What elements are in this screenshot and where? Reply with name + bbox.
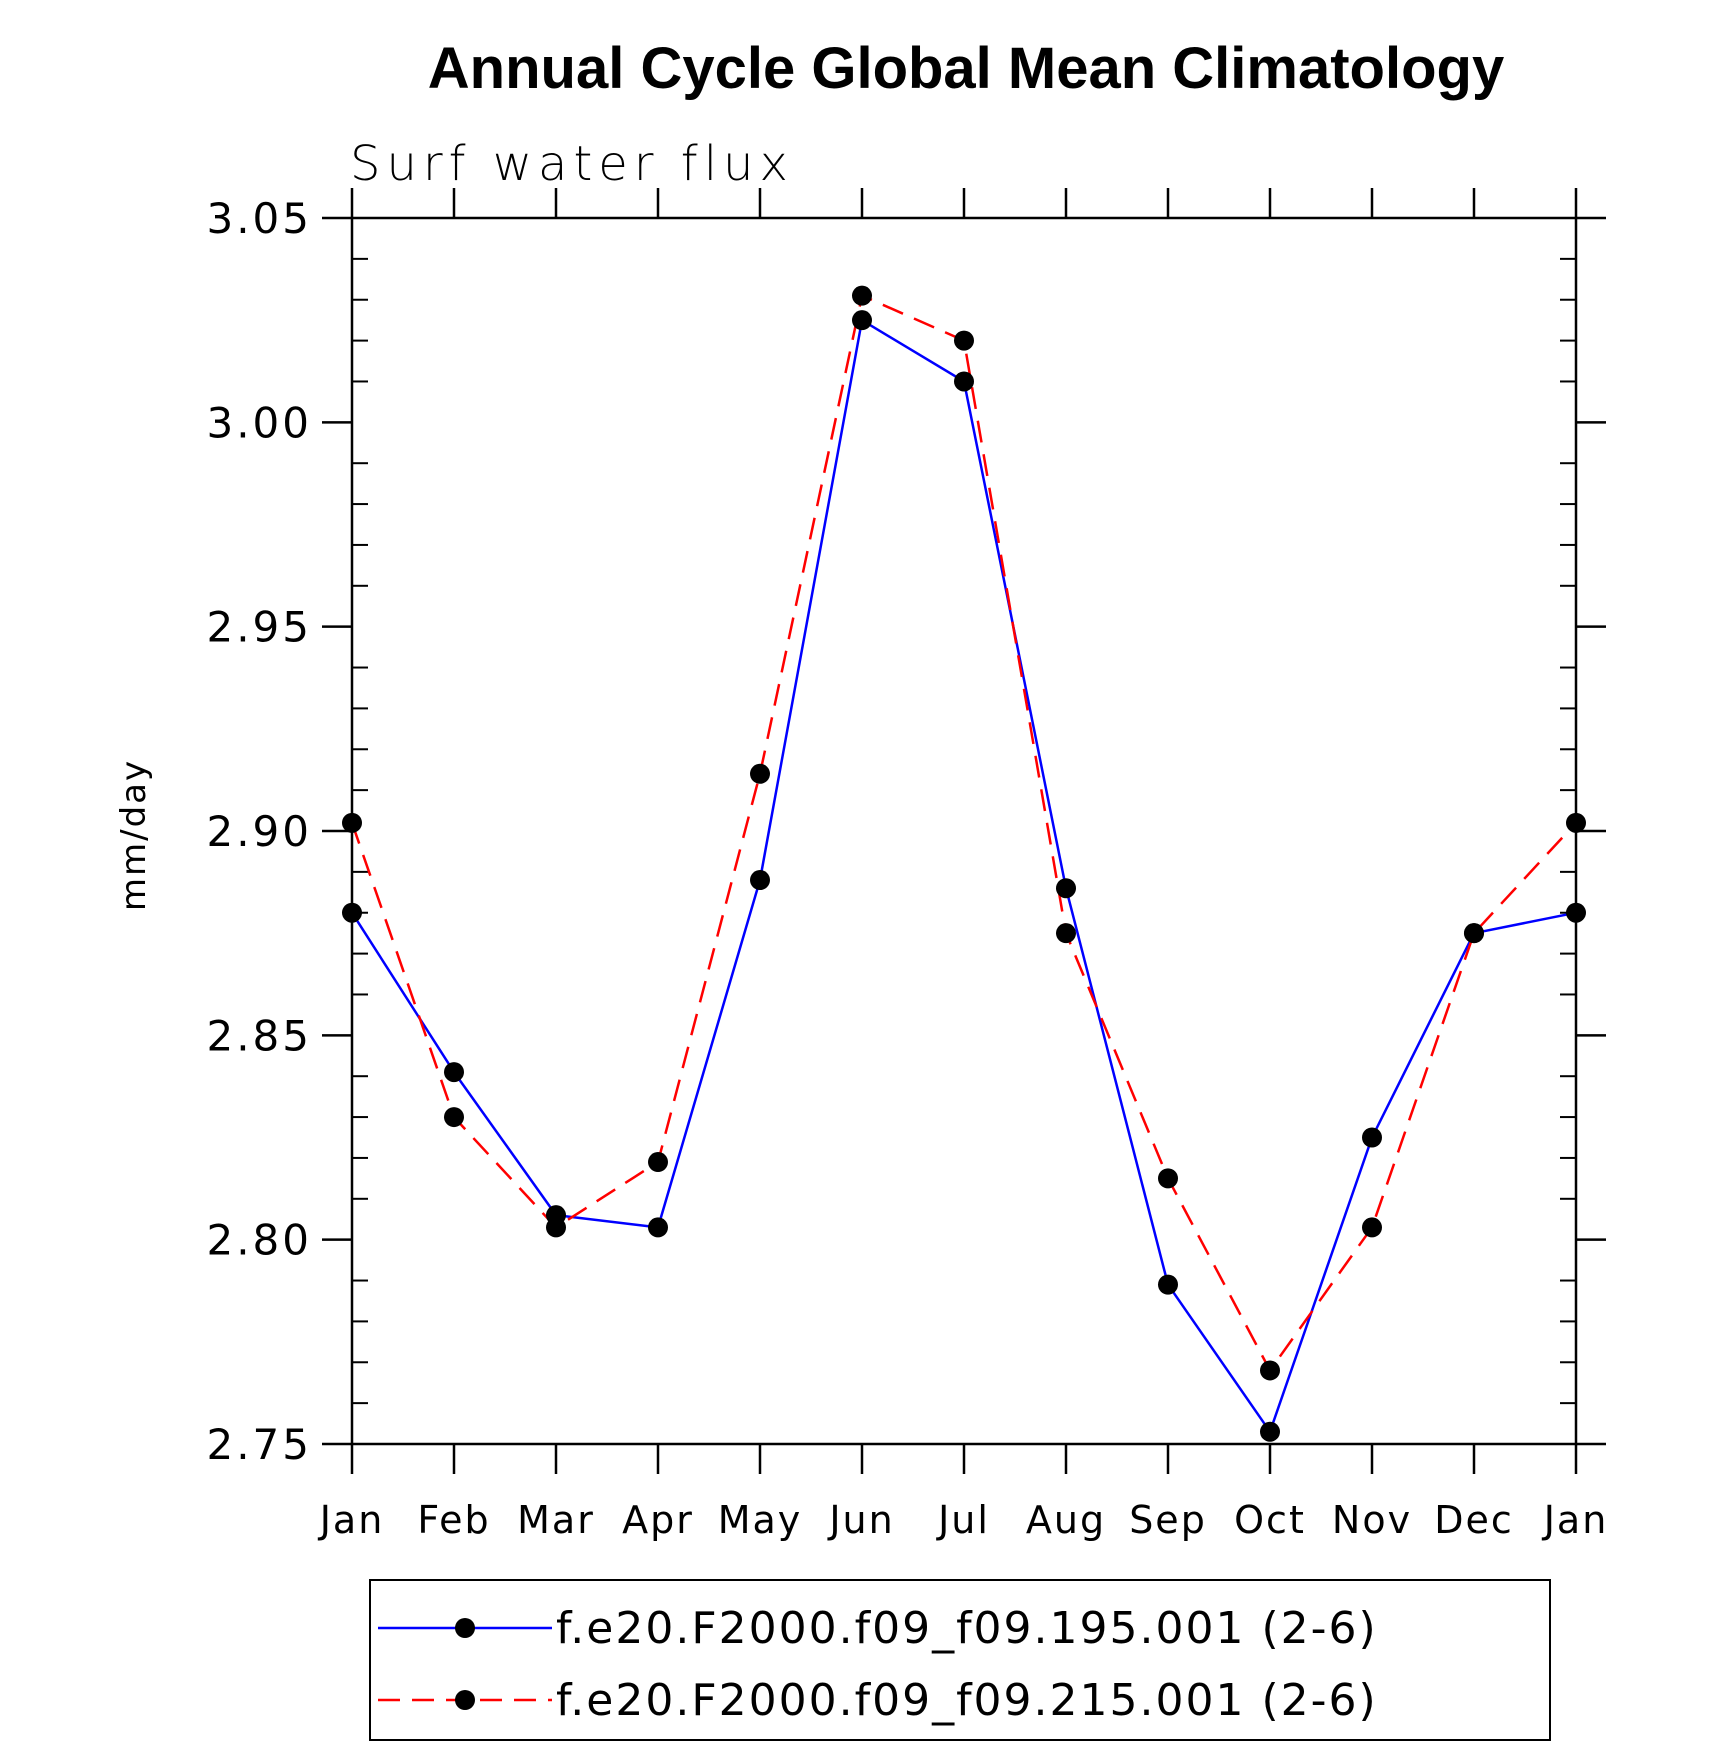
data-point-series-2 <box>342 812 362 833</box>
data-point-series-2 <box>1158 1168 1178 1189</box>
data-point-series-1 <box>852 310 872 331</box>
data-point-series-1 <box>1056 878 1076 899</box>
data-point-series-2 <box>444 1107 464 1128</box>
data-point-series-1 <box>342 902 362 923</box>
data-point-series-1 <box>954 371 974 392</box>
x-tick-label: Dec <box>1434 1498 1514 1542</box>
y-tick-label: 3.05 <box>206 194 312 243</box>
y-tick-label: 2.90 <box>206 807 312 856</box>
series-line-2 <box>350 294 1577 1372</box>
legend-marker-series-1 <box>455 1618 475 1638</box>
data-point-series-2 <box>546 1217 566 1238</box>
x-tick-label: Feb <box>417 1498 490 1542</box>
data-point-series-1 <box>750 870 770 891</box>
data-point-series-1 <box>1260 1421 1280 1442</box>
x-tick-label: Nov <box>1332 1498 1412 1542</box>
data-point-series-2 <box>1056 923 1076 944</box>
x-tick-labels: Jan Feb Mar Apr May Jun Jul Aug Sep Oct Nov Dec Jan <box>318 1498 1609 1542</box>
y-tick-label: 2.75 <box>206 1420 312 1469</box>
legend-label-series-1: f.e20.F2000.f09_f09.195.001 (2-6) <box>556 1603 1378 1654</box>
data-point-series-2 <box>648 1152 668 1173</box>
data-point-series-2 <box>1464 923 1484 944</box>
data-point-series-2 <box>852 285 872 306</box>
data-point-series-1 <box>1566 902 1586 923</box>
x-tick-label: Jan <box>318 1498 385 1542</box>
x-tick-label: Mar <box>517 1498 595 1542</box>
y-tick-label: 3.00 <box>206 398 312 447</box>
x-tick-label: Jul <box>936 1498 990 1542</box>
x-tick-label: Oct <box>1234 1498 1306 1542</box>
plot-frame <box>350 216 1578 1446</box>
chart-title: Annual Cycle Global Mean Climatology <box>428 36 1504 101</box>
data-point-series-1 <box>1158 1274 1178 1295</box>
series-layer <box>342 285 1586 1442</box>
x-tick-label: May <box>718 1498 803 1542</box>
x-tick-label: Jun <box>827 1498 894 1542</box>
y-tick-label: 2.80 <box>206 1216 312 1265</box>
series-line-1 <box>350 318 1577 1433</box>
data-point-series-1 <box>1362 1127 1382 1148</box>
legend: f.e20.F2000.f09_f09.195.001 (2-6) f.e20.… <box>369 1579 1551 1741</box>
data-point-series-2 <box>1362 1217 1382 1238</box>
data-point-series-2 <box>954 330 974 351</box>
legend-box <box>369 1579 1551 1741</box>
data-point-series-1 <box>648 1217 668 1238</box>
x-tick-label: Jan <box>1542 1498 1609 1542</box>
legend-label-series-2: f.e20.F2000.f09_f09.215.001 (2-6) <box>556 1675 1378 1726</box>
y-axis-label: mm/day <box>114 759 154 911</box>
chart-subtitle: Surf water flux <box>350 136 794 192</box>
data-point-series-1 <box>444 1062 464 1083</box>
x-tick-label: Aug <box>1026 1498 1106 1542</box>
data-point-series-2 <box>750 763 770 784</box>
y-tick-labels: 2.75 2.80 2.85 2.90 2.95 3.00 3.05 <box>206 194 312 1469</box>
x-tick-label: Apr <box>622 1498 694 1542</box>
x-tick-label: Sep <box>1129 1498 1207 1542</box>
y-tick-label: 2.95 <box>206 603 312 652</box>
legend-marker-series-2 <box>455 1690 475 1710</box>
data-point-series-2 <box>1566 812 1586 833</box>
data-point-series-2 <box>1260 1360 1280 1381</box>
y-tick-label: 2.85 <box>206 1011 312 1060</box>
